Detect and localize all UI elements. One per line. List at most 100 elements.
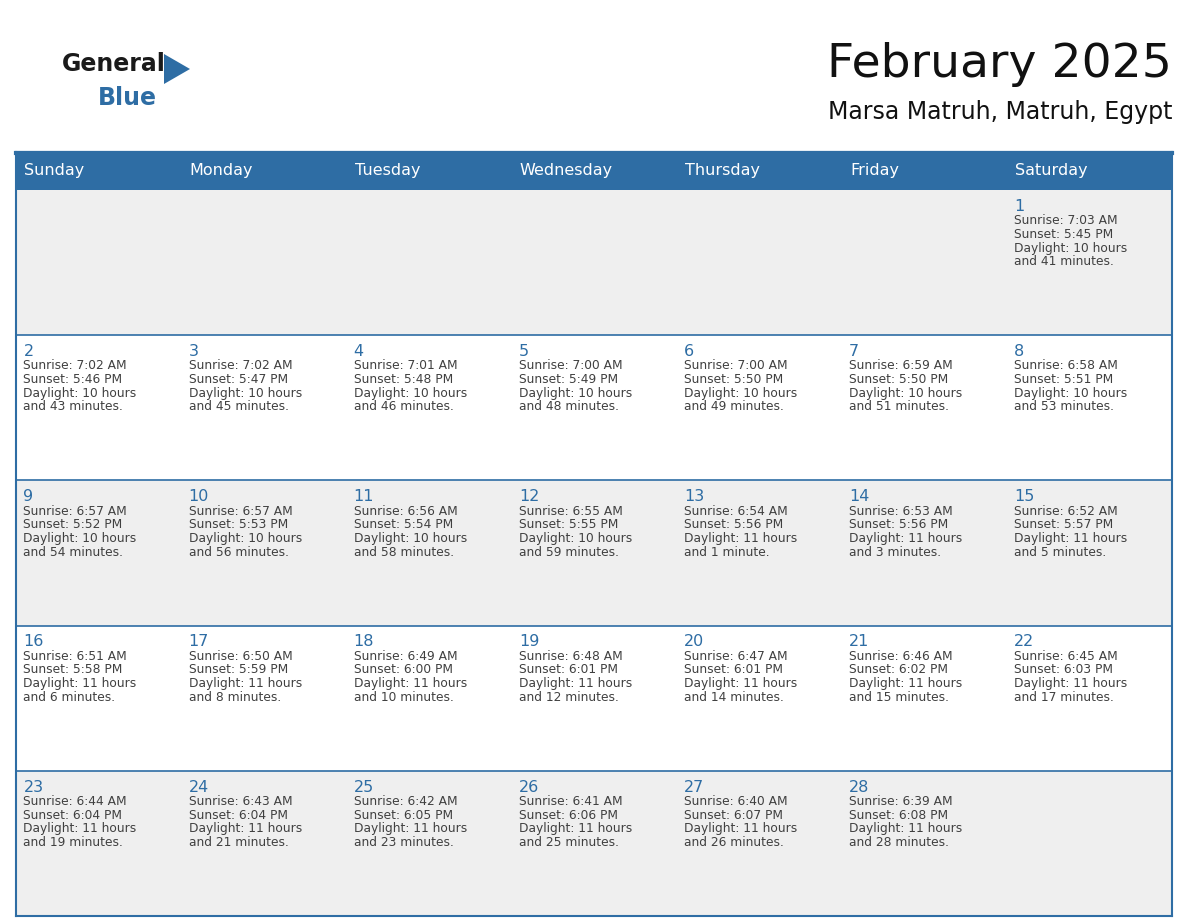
Text: 22: 22 [1015,634,1035,649]
Bar [15,335,181,480]
Text: and 17 minutes.: and 17 minutes. [1015,690,1114,704]
Bar [677,625,842,771]
Text: 4: 4 [354,344,364,359]
Text: 13: 13 [684,489,704,504]
Bar [15,625,181,771]
Text: and 23 minutes.: and 23 minutes. [354,836,454,849]
Bar [346,625,511,771]
Text: Daylight: 11 hours: Daylight: 11 hours [1015,532,1127,545]
Text: 17: 17 [189,634,209,649]
Text: General: General [62,52,166,76]
Text: Daylight: 10 hours: Daylight: 10 hours [1015,386,1127,399]
Text: Sunset: 5:46 PM: Sunset: 5:46 PM [24,373,122,386]
Bar [181,152,346,190]
Text: Sunrise: 6:56 AM: Sunrise: 6:56 AM [354,505,457,518]
Bar [15,190,181,335]
Text: Daylight: 10 hours: Daylight: 10 hours [849,386,962,399]
Bar [346,771,511,916]
Text: 1: 1 [1015,198,1024,214]
Text: 26: 26 [519,779,539,794]
Text: Sunset: 6:01 PM: Sunset: 6:01 PM [684,664,783,677]
Bar [842,190,1007,335]
Text: 16: 16 [24,634,44,649]
Text: Daylight: 10 hours: Daylight: 10 hours [189,532,302,545]
Text: Sunset: 5:58 PM: Sunset: 5:58 PM [24,664,122,677]
Text: Sunset: 6:02 PM: Sunset: 6:02 PM [849,664,948,677]
Text: Sunrise: 6:45 AM: Sunrise: 6:45 AM [1015,650,1118,663]
Text: and 21 minutes.: and 21 minutes. [189,836,289,849]
Text: Sunset: 5:50 PM: Sunset: 5:50 PM [684,373,783,386]
Text: Sunrise: 6:42 AM: Sunrise: 6:42 AM [354,795,457,808]
Text: Daylight: 11 hours: Daylight: 11 hours [1015,677,1127,690]
Text: Sunset: 5:53 PM: Sunset: 5:53 PM [189,519,287,532]
Text: 23: 23 [24,779,44,794]
Text: Monday: Monday [189,163,253,178]
Text: 21: 21 [849,634,870,649]
Text: Saturday: Saturday [1015,163,1088,178]
Text: and 19 minutes.: and 19 minutes. [24,836,124,849]
Text: Sunrise: 6:50 AM: Sunrise: 6:50 AM [189,650,292,663]
Text: Sunset: 6:04 PM: Sunset: 6:04 PM [189,809,287,822]
Text: and 49 minutes.: and 49 minutes. [684,400,784,413]
Text: Sunrise: 6:46 AM: Sunrise: 6:46 AM [849,650,953,663]
Bar [181,625,346,771]
Text: Sunrise: 6:52 AM: Sunrise: 6:52 AM [1015,505,1118,518]
Text: Sunset: 6:07 PM: Sunset: 6:07 PM [684,809,783,822]
Text: Sunrise: 6:40 AM: Sunrise: 6:40 AM [684,795,788,808]
Bar [511,152,677,190]
Text: Sunset: 6:08 PM: Sunset: 6:08 PM [849,809,948,822]
Bar [842,152,1007,190]
Bar [181,190,346,335]
Text: Sunrise: 7:00 AM: Sunrise: 7:00 AM [519,360,623,373]
Text: Daylight: 10 hours: Daylight: 10 hours [24,386,137,399]
Bar [15,152,181,190]
Bar [15,771,181,916]
Bar [511,771,677,916]
Text: Sunrise: 7:01 AM: Sunrise: 7:01 AM [354,360,457,373]
Text: Daylight: 11 hours: Daylight: 11 hours [849,532,962,545]
Text: Sunset: 5:45 PM: Sunset: 5:45 PM [1015,228,1113,241]
Text: Sunday: Sunday [24,163,84,178]
Bar [677,190,842,335]
Text: Sunrise: 6:48 AM: Sunrise: 6:48 AM [519,650,623,663]
Text: Daylight: 10 hours: Daylight: 10 hours [354,532,467,545]
Text: 28: 28 [849,779,870,794]
Text: Sunset: 6:04 PM: Sunset: 6:04 PM [24,809,122,822]
Bar [511,335,677,480]
Text: Sunrise: 6:53 AM: Sunrise: 6:53 AM [849,505,953,518]
Bar [1007,480,1173,625]
Text: 5: 5 [519,344,529,359]
Bar [511,190,677,335]
Text: Sunset: 5:48 PM: Sunset: 5:48 PM [354,373,453,386]
Text: Sunrise: 7:02 AM: Sunrise: 7:02 AM [189,360,292,373]
Text: Daylight: 11 hours: Daylight: 11 hours [519,677,632,690]
Text: 25: 25 [354,779,374,794]
Text: Sunrise: 6:47 AM: Sunrise: 6:47 AM [684,650,788,663]
Text: and 1 minute.: and 1 minute. [684,545,770,558]
Text: 2: 2 [24,344,33,359]
Text: Sunrise: 6:49 AM: Sunrise: 6:49 AM [354,650,457,663]
Text: and 14 minutes.: and 14 minutes. [684,690,784,704]
Text: Sunset: 5:56 PM: Sunset: 5:56 PM [684,519,783,532]
Text: Daylight: 11 hours: Daylight: 11 hours [354,677,467,690]
Text: Sunset: 5:47 PM: Sunset: 5:47 PM [189,373,287,386]
Text: and 54 minutes.: and 54 minutes. [24,545,124,558]
Bar [842,480,1007,625]
Bar [346,480,511,625]
Bar [1007,152,1173,190]
Text: Daylight: 10 hours: Daylight: 10 hours [519,532,632,545]
Text: Daylight: 11 hours: Daylight: 11 hours [519,823,632,835]
Text: Daylight: 11 hours: Daylight: 11 hours [189,823,302,835]
Text: Daylight: 11 hours: Daylight: 11 hours [684,532,797,545]
Text: and 56 minutes.: and 56 minutes. [189,545,289,558]
Text: Sunrise: 6:43 AM: Sunrise: 6:43 AM [189,795,292,808]
Bar [15,480,181,625]
Text: 18: 18 [354,634,374,649]
Text: and 45 minutes.: and 45 minutes. [189,400,289,413]
Text: Sunrise: 7:03 AM: Sunrise: 7:03 AM [1015,214,1118,228]
Text: Daylight: 10 hours: Daylight: 10 hours [189,386,302,399]
Text: Sunrise: 6:59 AM: Sunrise: 6:59 AM [849,360,953,373]
Text: Sunrise: 6:44 AM: Sunrise: 6:44 AM [24,795,127,808]
Text: and 12 minutes.: and 12 minutes. [519,690,619,704]
Text: 10: 10 [189,489,209,504]
